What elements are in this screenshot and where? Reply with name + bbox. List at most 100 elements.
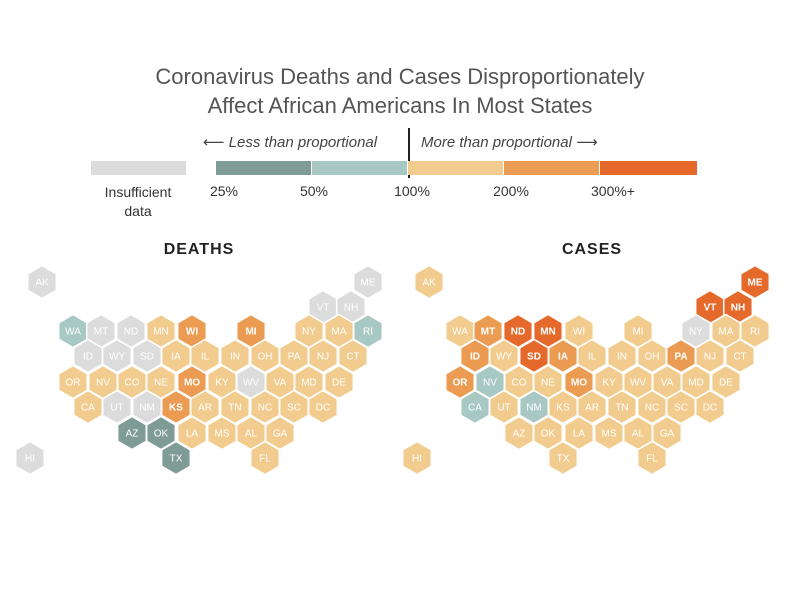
state-label: NH: [344, 303, 358, 314]
state-label: OR: [453, 378, 469, 389]
state-hex: [694, 389, 726, 425]
insufficient-line-1: Insufficient: [104, 184, 172, 200]
state-label: IL: [588, 352, 597, 363]
state-label: NJ: [704, 352, 716, 363]
state-tile-la: LA: [176, 415, 208, 451]
state-label: FL: [259, 454, 271, 465]
state-label: AL: [245, 429, 258, 440]
title-line-1: Coronavirus Deaths and Cases Disproporti…: [155, 64, 645, 89]
state-label: AK: [422, 278, 436, 289]
legend-tick-300: 300%+: [591, 183, 635, 199]
state-label: WA: [65, 327, 81, 338]
state-tile-wy: WY: [101, 338, 133, 374]
state-label: WV: [243, 378, 259, 389]
legend-tick-100: 100%: [394, 183, 430, 199]
state-label: CA: [81, 403, 95, 414]
legend-tick-25: 25%: [209, 183, 239, 199]
state-label: MA: [719, 327, 734, 338]
state-tile-ms: MS: [593, 415, 625, 451]
title-line-2: Affect African Americans In Most States: [207, 93, 593, 118]
state-label: MT: [94, 327, 108, 338]
state-label: NJ: [317, 352, 329, 363]
state-label: VT: [317, 303, 330, 314]
state-label: AZ: [513, 429, 526, 440]
state-hex: [14, 440, 46, 476]
state-tile-ut: UT: [488, 389, 520, 425]
state-tile-hi: HI: [14, 440, 46, 476]
state-label: UT: [497, 403, 510, 414]
state-tile-ut: UT: [101, 389, 133, 425]
state-tile-hi: HI: [401, 440, 433, 476]
state-label: IL: [201, 352, 210, 363]
state-label: TX: [170, 454, 183, 465]
state-label: FL: [646, 454, 658, 465]
state-label: GA: [660, 429, 675, 440]
state-label: LA: [186, 429, 199, 440]
state-label: WI: [186, 327, 198, 338]
state-tile-nj: NJ: [307, 338, 339, 374]
state-hex: [739, 264, 771, 300]
state-label: AL: [632, 429, 645, 440]
state-label: MO: [184, 378, 200, 389]
state-hex: [160, 440, 192, 476]
state-label: DC: [703, 403, 717, 414]
state-label: CT: [733, 352, 746, 363]
state-hex: [694, 338, 726, 374]
state-label: MI: [245, 327, 256, 338]
state-label: MT: [481, 327, 495, 338]
state-label: AR: [198, 403, 212, 414]
state-label: PA: [288, 352, 301, 363]
state-tile-tx: TX: [160, 440, 192, 476]
legend-less-label: ⟵ Less than proportional: [203, 134, 378, 151]
legend-swatch-1: [216, 161, 311, 175]
state-tile-dc: DC: [307, 389, 339, 425]
state-label: NY: [302, 327, 316, 338]
deaths-panel-title: DEATHS: [163, 241, 235, 258]
state-label: OK: [154, 429, 169, 440]
state-hex: [710, 364, 742, 400]
state-label: UT: [110, 403, 123, 414]
state-tile-fl: FL: [249, 440, 281, 476]
state-label: IN: [617, 352, 627, 363]
state-tile-ca: CA: [459, 389, 491, 425]
state-hex: [488, 389, 520, 425]
state-label: RI: [750, 327, 760, 338]
state-label: WA: [452, 327, 468, 338]
legend-swatch-4: [504, 161, 599, 175]
insufficient-line-2: data: [124, 203, 152, 219]
state-hex: [563, 415, 595, 451]
state-hex: [249, 440, 281, 476]
state-label: OH: [258, 352, 273, 363]
state-label: GA: [273, 429, 288, 440]
state-hex: [413, 264, 445, 300]
state-tile-nj: NJ: [694, 338, 726, 374]
state-label: ID: [83, 352, 93, 363]
state-label: WY: [109, 352, 125, 363]
state-hex: [307, 389, 339, 425]
state-label: NC: [258, 403, 272, 414]
state-label: RI: [363, 327, 373, 338]
state-label: MD: [301, 378, 317, 389]
state-label: ID: [470, 352, 480, 363]
state-hex: [101, 389, 133, 425]
state-tile-me: ME: [739, 264, 771, 300]
state-label: AZ: [126, 429, 139, 440]
state-label: VA: [661, 378, 674, 389]
state-label: AK: [35, 278, 49, 289]
state-label: CO: [125, 378, 140, 389]
state-label: WI: [573, 327, 585, 338]
cases-hex-map: AK ME VT NH WA MT ND MN WI MI NY MA RI ID WY SD IA IL IN OH…: [401, 264, 771, 476]
legend-insufficient-label: Insufficient data: [88, 183, 188, 221]
state-hex: [101, 338, 133, 374]
state-tile-de: DE: [710, 364, 742, 400]
state-label: DE: [719, 378, 733, 389]
state-label: PA: [674, 352, 687, 363]
state-tile-ca: CA: [72, 389, 104, 425]
state-label: NC: [645, 403, 659, 414]
state-label: ND: [511, 327, 525, 338]
state-tile-az: AZ: [116, 415, 148, 451]
state-tile-me: ME: [352, 264, 384, 300]
legend-swatch-insufficient: [91, 161, 186, 175]
cases-panel-title: CASES: [561, 241, 623, 258]
state-label: MS: [215, 429, 230, 440]
